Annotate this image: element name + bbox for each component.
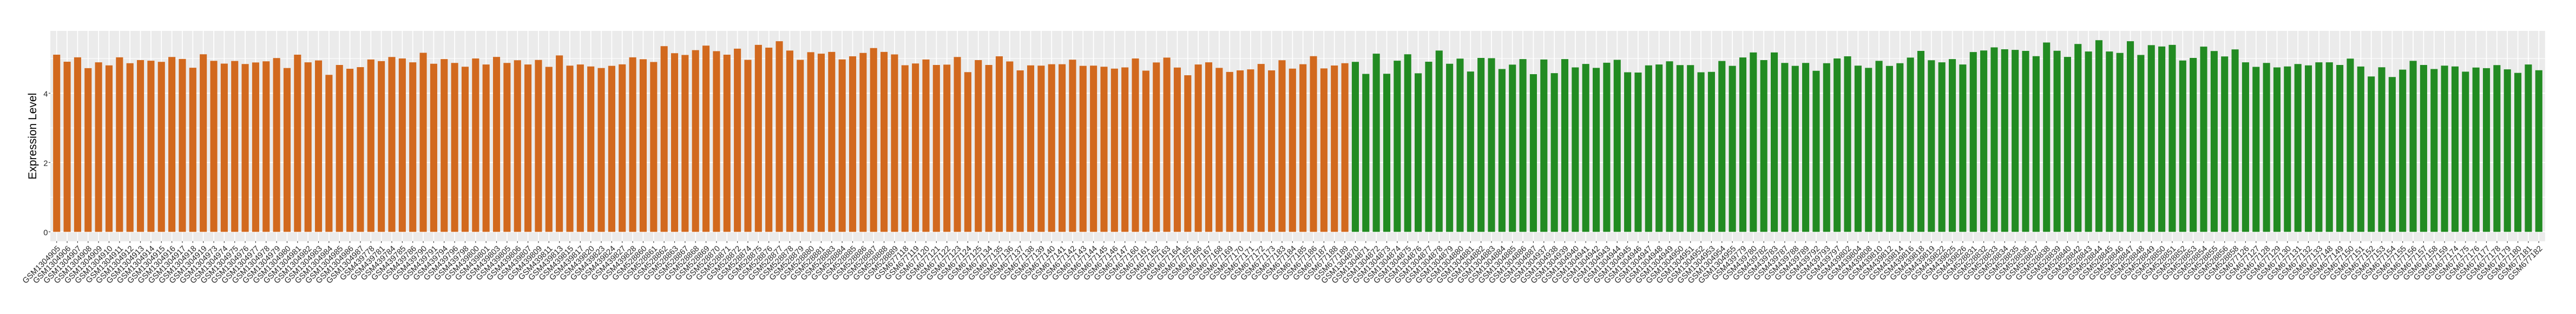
svg-text:0: 0: [43, 228, 48, 237]
svg-text:2: 2: [43, 159, 48, 168]
svg-text:4: 4: [43, 90, 48, 99]
svg-text:Expression Level: Expression Level: [27, 93, 39, 180]
